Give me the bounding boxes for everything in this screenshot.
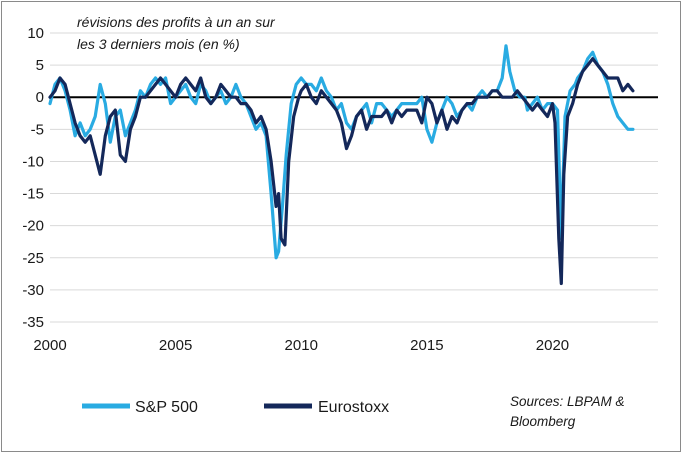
legend: S&P 500 Eurostoxx: [82, 399, 389, 416]
legend-label-eurostoxx: Eurostoxx: [318, 399, 389, 416]
legend-label-sp500: S&P 500: [135, 399, 198, 416]
y-tick-label: -30: [22, 282, 44, 299]
axis-layer: 10 5 0 -5 -10 -15 -20 -25 -30 -35 2000 2005 2010 2015…: [22, 25, 658, 354]
series-line-sp500: [48, 44, 635, 260]
y-tick-label: 0: [36, 89, 44, 106]
x-tick-label: 2000: [33, 337, 66, 354]
series-line-eurostoxx: [48, 57, 635, 286]
x-tick-label: 2020: [536, 337, 569, 354]
y-tick-label: -20: [22, 218, 44, 235]
grid-layer: [50, 32, 658, 323]
y-tick-label: -10: [22, 153, 44, 170]
source-line-2: Bloomberg: [510, 414, 576, 429]
y-tick-label: -35: [22, 314, 44, 331]
chart-title-line-2: les 3 derniers mois (en %): [77, 36, 240, 52]
y-tick-label: -5: [31, 121, 44, 138]
y-tick-label: 10: [27, 25, 44, 42]
y-tick-label: 5: [36, 57, 44, 74]
chart-title-line-1: révisions des profits à un an sur: [77, 14, 276, 30]
x-tick-label: 2010: [285, 337, 318, 354]
source-line-1: Sources: LBPAM &: [510, 394, 625, 409]
y-tick-label: -15: [22, 186, 44, 203]
x-tick-label: 2015: [410, 337, 443, 354]
y-tick-label: -25: [22, 250, 44, 267]
series-layer: [48, 44, 635, 286]
x-tick-label: 2005: [159, 337, 192, 354]
